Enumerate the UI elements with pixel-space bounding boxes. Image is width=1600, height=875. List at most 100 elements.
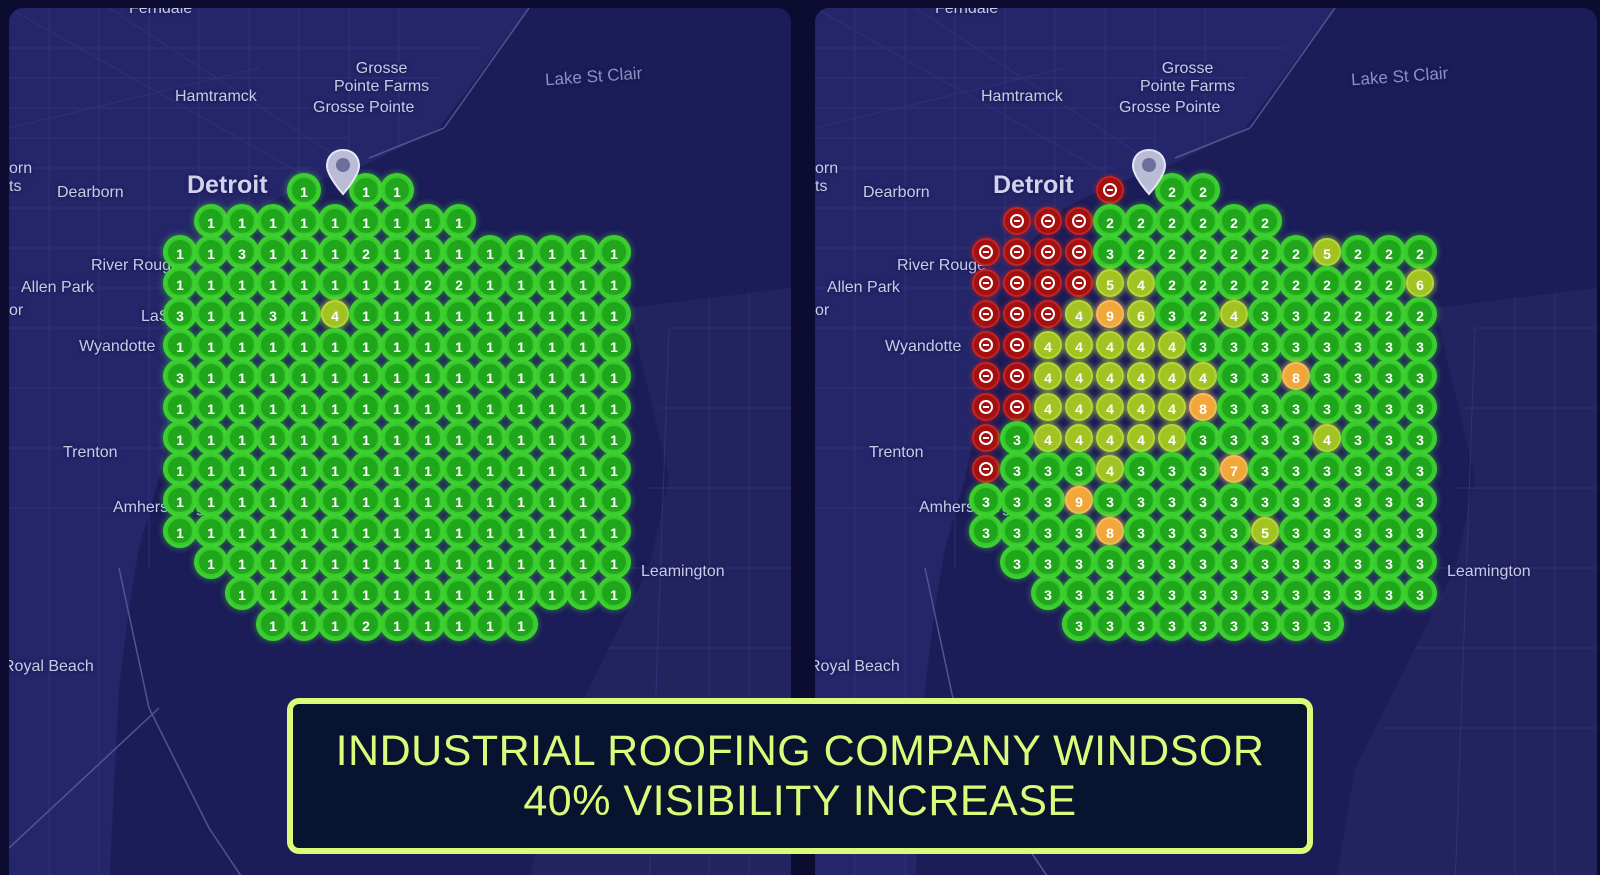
grid-cell-rank[interactable]: 1 (538, 393, 566, 421)
grid-cell-rank[interactable]: 1 (507, 331, 535, 359)
grid-cell-rank[interactable]: 1 (569, 331, 597, 359)
grid-cell-rank[interactable]: 2 (1189, 176, 1217, 204)
grid-cell-rank[interactable]: 1 (600, 424, 628, 452)
grid-cell-rank[interactable]: 1 (352, 269, 380, 297)
grid-cell-rank[interactable]: 1 (538, 238, 566, 266)
grid-cell-rank[interactable]: 3 (1406, 424, 1434, 452)
grid-cell-rank[interactable]: 2 (1282, 238, 1310, 266)
grid-cell-not-ranked[interactable]: - (972, 331, 1000, 359)
grid-cell-rank[interactable]: 1 (197, 393, 225, 421)
grid-cell-rank[interactable]: 1 (414, 238, 442, 266)
grid-cell-rank[interactable]: 1 (166, 486, 194, 514)
grid-cell-rank[interactable]: 1 (569, 455, 597, 483)
grid-cell-rank[interactable]: 1 (414, 610, 442, 638)
grid-cell-rank[interactable]: 1 (383, 393, 411, 421)
grid-cell-rank[interactable]: 1 (290, 269, 318, 297)
grid-cell-rank[interactable]: 1 (290, 362, 318, 390)
grid-cell-rank[interactable]: 1 (352, 517, 380, 545)
grid-cell-rank[interactable]: 3 (1282, 579, 1310, 607)
grid-cell-rank[interactable]: 4 (1096, 393, 1124, 421)
grid-cell-rank[interactable]: 1 (197, 517, 225, 545)
grid-cell-rank[interactable]: 1 (445, 486, 473, 514)
grid-cell-rank[interactable]: 2 (1220, 269, 1248, 297)
grid-cell-not-ranked[interactable]: - (1003, 331, 1031, 359)
grid-cell-rank[interactable]: 1 (476, 393, 504, 421)
grid-cell-not-ranked[interactable]: - (1003, 269, 1031, 297)
grid-cell-rank[interactable]: 1 (321, 548, 349, 576)
grid-cell-rank[interactable]: 4 (1127, 331, 1155, 359)
grid-cell-rank[interactable]: 1 (290, 517, 318, 545)
grid-cell-rank[interactable]: 1 (259, 269, 287, 297)
grid-cell-rank[interactable]: 1 (228, 486, 256, 514)
grid-cell-rank[interactable]: 3 (1003, 424, 1031, 452)
grid-cell-rank[interactable]: 1 (259, 517, 287, 545)
grid-cell-rank[interactable]: 3 (1034, 548, 1062, 576)
grid-cell-rank[interactable]: 1 (259, 455, 287, 483)
grid-cell-rank[interactable]: 1 (259, 486, 287, 514)
grid-cell-not-ranked[interactable]: - (972, 393, 1000, 421)
grid-cell-rank[interactable]: 1 (600, 486, 628, 514)
grid-cell-not-ranked[interactable]: - (1003, 300, 1031, 328)
grid-cell-rank[interactable]: 1 (569, 548, 597, 576)
grid-cell-rank[interactable]: 1 (352, 207, 380, 235)
grid-cell-rank[interactable]: 1 (290, 331, 318, 359)
grid-cell-rank[interactable]: 1 (352, 486, 380, 514)
grid-cell-rank[interactable]: 3 (1282, 517, 1310, 545)
grid-cell-rank[interactable]: 3 (1406, 393, 1434, 421)
grid-cell-rank[interactable]: 2 (1313, 300, 1341, 328)
grid-cell-rank[interactable]: 1 (507, 362, 535, 390)
grid-cell-not-ranked[interactable]: - (972, 455, 1000, 483)
grid-cell-rank[interactable]: 3 (1034, 579, 1062, 607)
grid-cell-rank[interactable]: 1 (507, 393, 535, 421)
grid-cell-rank[interactable]: 3 (1065, 610, 1093, 638)
grid-cell-rank[interactable]: 1 (383, 238, 411, 266)
grid-cell-rank[interactable]: 6 (1406, 269, 1434, 297)
grid-cell-rank[interactable]: 1 (290, 486, 318, 514)
grid-cell-rank[interactable]: 4 (1034, 393, 1062, 421)
grid-cell-rank[interactable]: 4 (1065, 393, 1093, 421)
grid-cell-rank[interactable]: 1 (445, 455, 473, 483)
grid-cell-rank[interactable]: 1 (290, 176, 318, 204)
grid-cell-rank[interactable]: 1 (445, 424, 473, 452)
grid-cell-rank[interactable]: 3 (1189, 424, 1217, 452)
grid-cell-rank[interactable]: 1 (600, 362, 628, 390)
grid-cell-rank[interactable]: 3 (1282, 548, 1310, 576)
grid-cell-rank[interactable]: 1 (445, 393, 473, 421)
grid-cell-rank[interactable]: 1 (383, 300, 411, 328)
grid-cell-rank[interactable]: 1 (197, 486, 225, 514)
grid-cell-rank[interactable]: 3 (972, 486, 1000, 514)
grid-cell-rank[interactable]: 3 (1251, 424, 1279, 452)
grid-cell-rank[interactable]: 3 (1158, 610, 1186, 638)
grid-cell-rank[interactable]: 2 (1251, 269, 1279, 297)
grid-cell-rank[interactable]: 3 (1127, 548, 1155, 576)
grid-cell-rank[interactable]: 3 (1251, 455, 1279, 483)
grid-cell-not-ranked[interactable]: - (972, 238, 1000, 266)
grid-cell-rank[interactable]: 1 (166, 424, 194, 452)
grid-cell-rank[interactable]: 4 (1065, 362, 1093, 390)
grid-cell-rank[interactable]: 4 (1065, 300, 1093, 328)
grid-cell-rank[interactable]: 2 (1344, 300, 1372, 328)
grid-cell-rank[interactable]: 1 (290, 300, 318, 328)
grid-cell-rank[interactable]: 2 (1313, 269, 1341, 297)
grid-cell-rank[interactable]: 5 (1096, 269, 1124, 297)
grid-cell-rank[interactable]: 2 (1189, 207, 1217, 235)
grid-cell-rank[interactable]: 4 (1065, 424, 1093, 452)
grid-cell-not-ranked[interactable]: - (1034, 300, 1062, 328)
grid-cell-rank[interactable]: 1 (538, 579, 566, 607)
grid-cell-rank[interactable]: 1 (321, 362, 349, 390)
grid-cell-rank[interactable]: 1 (352, 300, 380, 328)
grid-cell-rank[interactable]: 1 (507, 579, 535, 607)
grid-cell-rank[interactable]: 1 (197, 362, 225, 390)
grid-cell-rank[interactable]: 1 (321, 486, 349, 514)
grid-cell-rank[interactable]: 3 (228, 238, 256, 266)
grid-cell-rank[interactable]: 1 (321, 455, 349, 483)
grid-cell-rank[interactable]: 1 (321, 579, 349, 607)
grid-cell-rank[interactable]: 1 (383, 548, 411, 576)
grid-cell-rank[interactable]: 1 (352, 579, 380, 607)
grid-cell-rank[interactable]: 1 (445, 517, 473, 545)
grid-cell-rank[interactable]: 3 (1406, 486, 1434, 514)
grid-cell-rank[interactable]: 1 (600, 579, 628, 607)
grid-cell-rank[interactable]: 2 (1189, 269, 1217, 297)
grid-cell-rank[interactable]: 3 (1003, 517, 1031, 545)
grid-cell-rank[interactable]: 1 (414, 579, 442, 607)
